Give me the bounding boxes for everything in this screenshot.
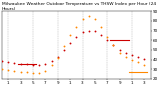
- Point: [13, 63, 16, 64]
- Point: [26, 71, 28, 73]
- Point: [50, 65, 53, 66]
- Point: [137, 56, 140, 57]
- Point: [137, 62, 140, 63]
- Point: [69, 35, 71, 36]
- Point: [19, 71, 22, 73]
- Point: [44, 64, 47, 65]
- Point: [94, 18, 96, 20]
- Point: [63, 45, 65, 47]
- Point: [63, 49, 65, 51]
- Point: [56, 56, 59, 57]
- Point: [32, 72, 34, 74]
- Point: [124, 56, 127, 57]
- Point: [44, 70, 47, 72]
- Point: [81, 32, 84, 33]
- Point: [75, 37, 78, 38]
- Point: [131, 59, 133, 60]
- Point: [19, 64, 22, 65]
- Point: [106, 39, 108, 41]
- Text: Milwaukee Weather Outdoor Temperature vs THSW Index per Hour (24 Hours): Milwaukee Weather Outdoor Temperature vs…: [2, 2, 156, 11]
- Point: [38, 72, 40, 74]
- Point: [1, 61, 3, 62]
- Point: [87, 15, 90, 17]
- Point: [50, 61, 53, 62]
- Point: [13, 70, 16, 72]
- Point: [75, 26, 78, 27]
- Point: [131, 54, 133, 55]
- Point: [143, 58, 146, 59]
- Point: [7, 62, 10, 63]
- Point: [38, 65, 40, 66]
- Point: [87, 30, 90, 31]
- Point: [56, 57, 59, 58]
- Point: [7, 69, 10, 71]
- Point: [100, 35, 102, 36]
- Point: [100, 26, 102, 27]
- Point: [26, 64, 28, 65]
- Point: [106, 37, 108, 38]
- Point: [112, 44, 115, 46]
- Point: [124, 52, 127, 53]
- Point: [143, 65, 146, 66]
- Point: [118, 49, 121, 51]
- Point: [118, 52, 121, 53]
- Point: [112, 44, 115, 46]
- Point: [81, 18, 84, 20]
- Point: [69, 42, 71, 44]
- Point: [32, 65, 34, 66]
- Point: [1, 68, 3, 70]
- Point: [94, 31, 96, 32]
